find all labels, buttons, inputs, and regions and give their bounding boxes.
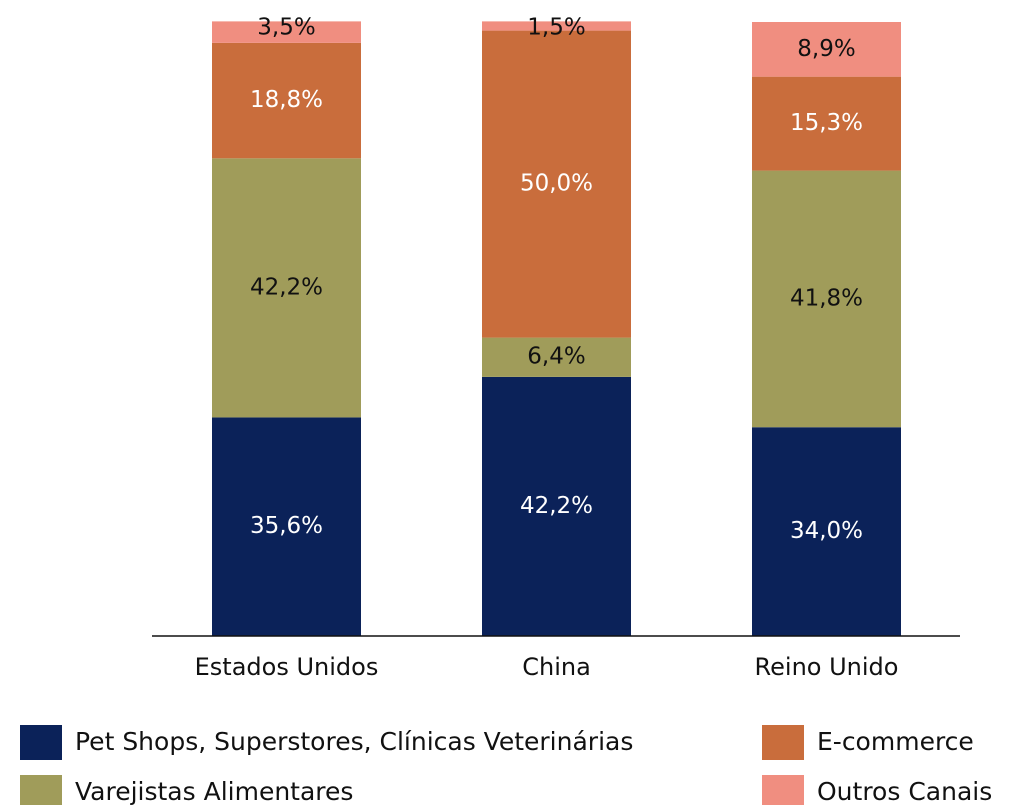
data-label: 8,9% <box>797 36 855 62</box>
data-label: 42,2% <box>520 493 593 519</box>
x-tick-label: Reino Unido <box>755 653 899 681</box>
bar-segment <box>212 21 361 43</box>
data-label: 41,8% <box>790 285 863 311</box>
legend-swatch <box>20 775 62 805</box>
legend-swatch <box>762 725 804 760</box>
bar-segment <box>752 170 901 428</box>
x-tick-label: China <box>522 653 591 681</box>
data-label: 1,5% <box>527 15 585 41</box>
legend-label: Varejistas Alimentares <box>75 777 353 805</box>
legend-label: Pet Shops, Superstores, Clínicas Veterin… <box>75 727 633 756</box>
legend-label: E-commerce <box>817 727 974 756</box>
legend-swatch <box>762 775 804 805</box>
bar-segment <box>482 21 631 31</box>
data-label: 6,4% <box>527 344 585 370</box>
legend-swatch <box>20 725 62 760</box>
data-label: 18,8% <box>250 87 323 113</box>
bar-segment <box>752 22 901 77</box>
data-label: 15,3% <box>790 110 863 136</box>
bar-segment <box>752 427 901 636</box>
bar-segment <box>212 417 361 636</box>
bar-segment <box>752 76 901 171</box>
data-label: 35,6% <box>250 513 323 539</box>
bar-segment <box>212 42 361 159</box>
data-label: 34,0% <box>790 518 863 544</box>
data-label: 3,5% <box>257 15 315 41</box>
data-label: 50,0% <box>520 171 593 197</box>
x-tick-label: Estados Unidos <box>195 653 379 681</box>
bar-segment <box>212 158 361 418</box>
data-label: 42,2% <box>250 274 323 300</box>
legend-label: Outros Canais <box>817 777 992 805</box>
bar-segment <box>482 376 631 636</box>
bar-segment <box>482 337 631 377</box>
bar-segment <box>482 30 631 338</box>
